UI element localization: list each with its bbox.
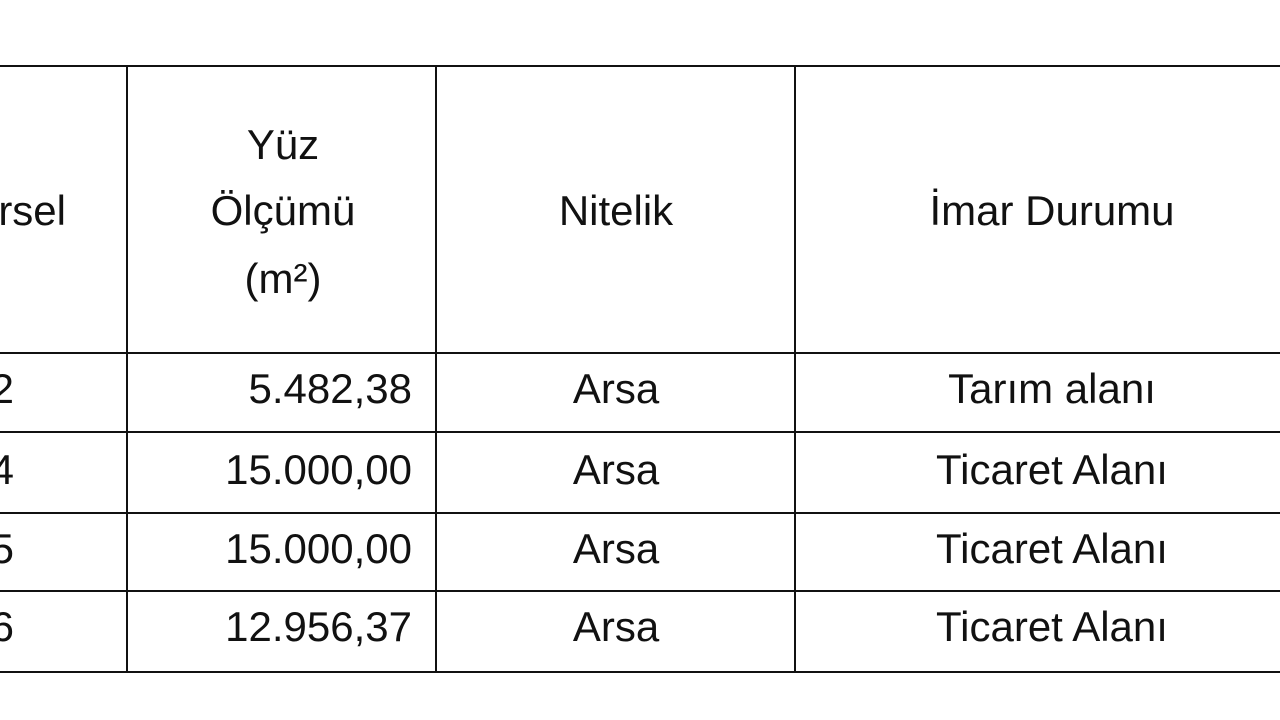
table-cell: Ticaret Alanı bbox=[936, 446, 1168, 493]
table-cell: 6 bbox=[0, 603, 14, 650]
header-cell: Ölçümü bbox=[211, 187, 356, 234]
table-cell: 5.482,38 bbox=[249, 365, 413, 412]
table-cell: Arsa bbox=[573, 446, 660, 493]
header-cell: İmar Durumu bbox=[929, 187, 1174, 234]
table-cell: 5 bbox=[0, 525, 14, 572]
header-cell: (m²) bbox=[245, 255, 322, 302]
table-cell: 12.956,37 bbox=[225, 603, 412, 650]
table-cell: Arsa bbox=[573, 365, 660, 412]
table-cell: Tarım alanı bbox=[948, 365, 1156, 412]
header-cell: Yüz bbox=[247, 121, 319, 168]
table-cell: 4 bbox=[0, 446, 14, 493]
table-cell: Ticaret Alanı bbox=[936, 525, 1168, 572]
header-cell: rsel bbox=[0, 187, 66, 234]
table-cell: 15.000,00 bbox=[225, 525, 412, 572]
table-cell: Ticaret Alanı bbox=[936, 603, 1168, 650]
table-cell: 2 bbox=[0, 365, 14, 412]
header-cell: Nitelik bbox=[559, 187, 674, 234]
table-cell: Arsa bbox=[573, 603, 660, 650]
table-cell: Arsa bbox=[573, 525, 660, 572]
table-cell: 15.000,00 bbox=[225, 446, 412, 493]
